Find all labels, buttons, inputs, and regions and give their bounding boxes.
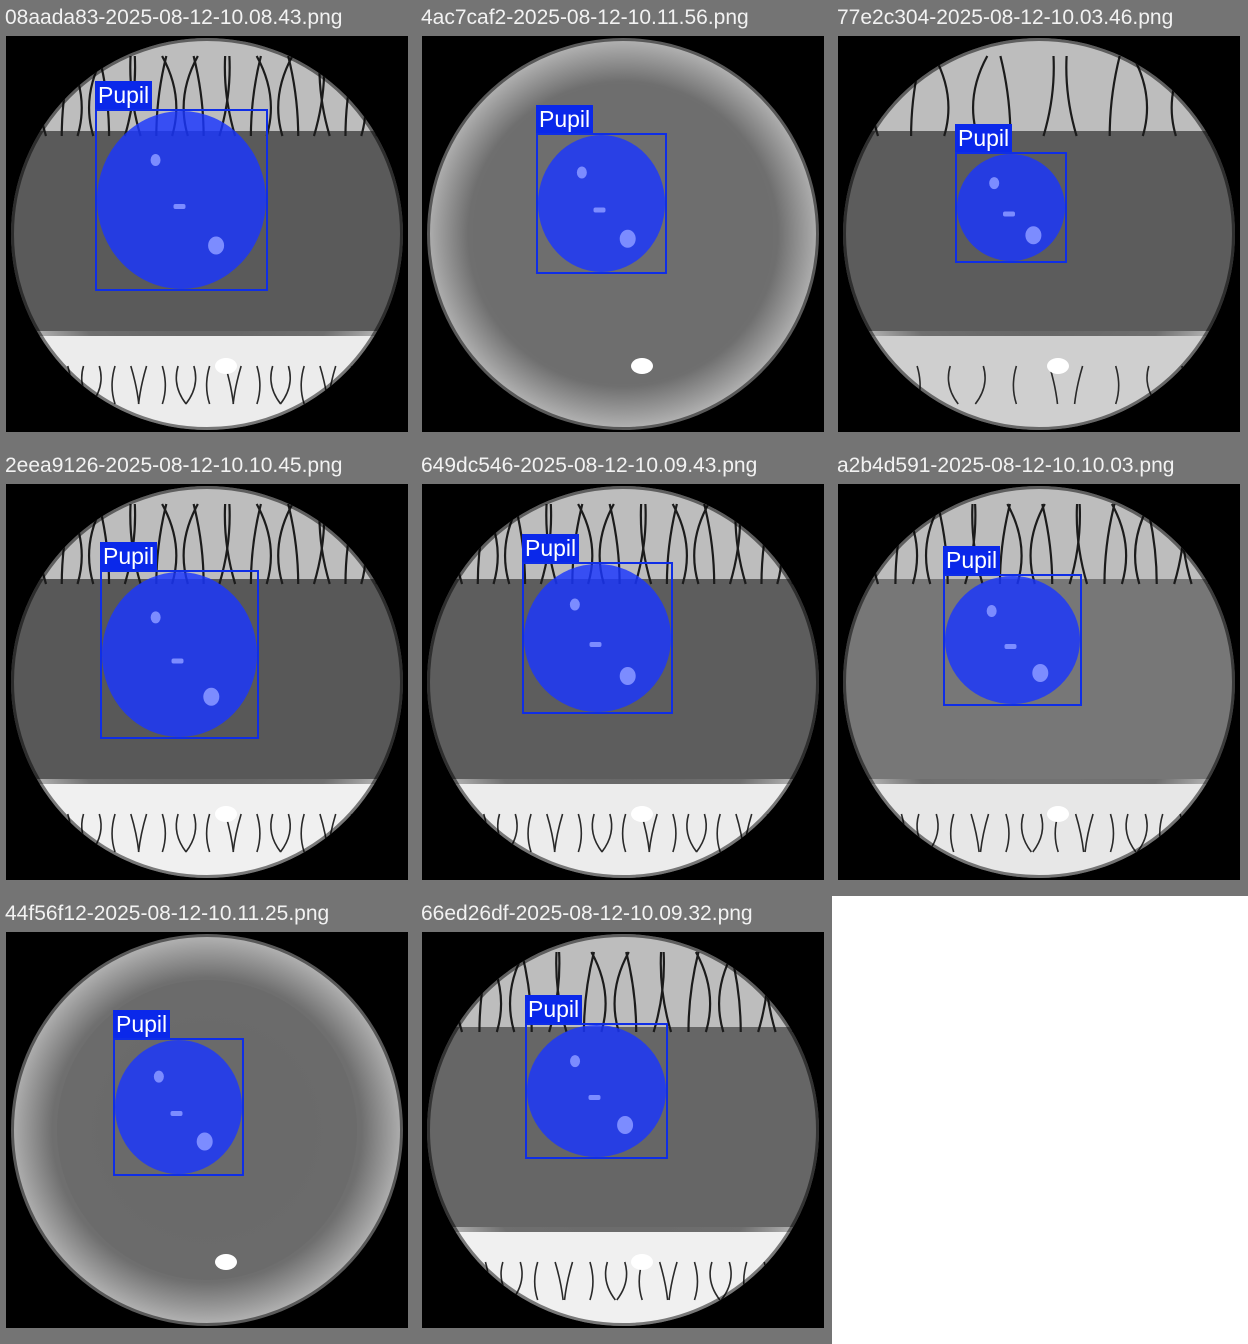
detection-label: Pupil (536, 105, 594, 133)
pupil-bounding-box[interactable]: Pupil (100, 542, 259, 739)
tile-filename: 08aada83-2025-08-12-10.08.43.png (5, 6, 343, 29)
tile-filename: 77e2c304-2025-08-12-10.03.46.png (837, 6, 1174, 29)
eye-image (6, 484, 408, 880)
detection-label: Pupil (95, 81, 153, 109)
pupil-bounding-box[interactable]: Pupil (525, 995, 668, 1159)
image-tile[interactable]: 66ed26df-2025-08-12-10.09.32.png Pupil (416, 896, 832, 1344)
tile-filename: 2eea9126-2025-08-12-10.10.45.png (5, 454, 343, 477)
eye-image (422, 36, 824, 432)
detection-label: Pupil (955, 124, 1013, 152)
image-tile[interactable]: a2b4d591-2025-08-12-10.10.03.png Pupil (832, 448, 1248, 896)
pupil-bounding-box[interactable]: Pupil (95, 81, 268, 291)
detection-label: Pupil (113, 1010, 171, 1038)
eye-image (6, 36, 408, 432)
image-tile[interactable]: 649dc546-2025-08-12-10.09.43.png Pupil (416, 448, 832, 896)
eye-image (838, 484, 1240, 880)
tile-filename: 66ed26df-2025-08-12-10.09.32.png (421, 902, 753, 925)
pupil-bounding-box[interactable]: Pupil (955, 124, 1067, 263)
image-tile[interactable]: 77e2c304-2025-08-12-10.03.46.png Pupil (832, 0, 1248, 448)
eye-image (838, 36, 1240, 432)
detection-label: Pupil (943, 546, 1001, 574)
tile-filename: a2b4d591-2025-08-12-10.10.03.png (837, 454, 1175, 477)
pupil-bounding-box[interactable]: Pupil (113, 1010, 244, 1176)
detection-label: Pupil (525, 995, 583, 1023)
tile-filename: 44f56f12-2025-08-12-10.11.25.png (5, 902, 330, 925)
tile-filename: 4ac7caf2-2025-08-12-10.11.56.png (421, 6, 749, 29)
image-tile[interactable]: 44f56f12-2025-08-12-10.11.25.png Pupil (0, 896, 416, 1344)
tile-filename: 649dc546-2025-08-12-10.09.43.png (421, 454, 758, 477)
detection-label: Pupil (522, 534, 580, 562)
pupil-bounding-box[interactable]: Pupil (943, 546, 1082, 706)
pupil-bounding-box[interactable]: Pupil (536, 105, 667, 274)
detection-label: Pupil (100, 542, 158, 570)
pupil-bounding-box[interactable]: Pupil (522, 534, 673, 714)
image-tile[interactable]: 08aada83-2025-08-12-10.08.43.png Pupil (0, 0, 416, 448)
image-tile[interactable]: 2eea9126-2025-08-12-10.10.45.png Pupil (0, 448, 416, 896)
eye-image (6, 932, 408, 1328)
image-tile[interactable]: 4ac7caf2-2025-08-12-10.11.56.png Pupil (416, 0, 832, 448)
eye-image (422, 932, 824, 1328)
eye-image (422, 484, 824, 880)
